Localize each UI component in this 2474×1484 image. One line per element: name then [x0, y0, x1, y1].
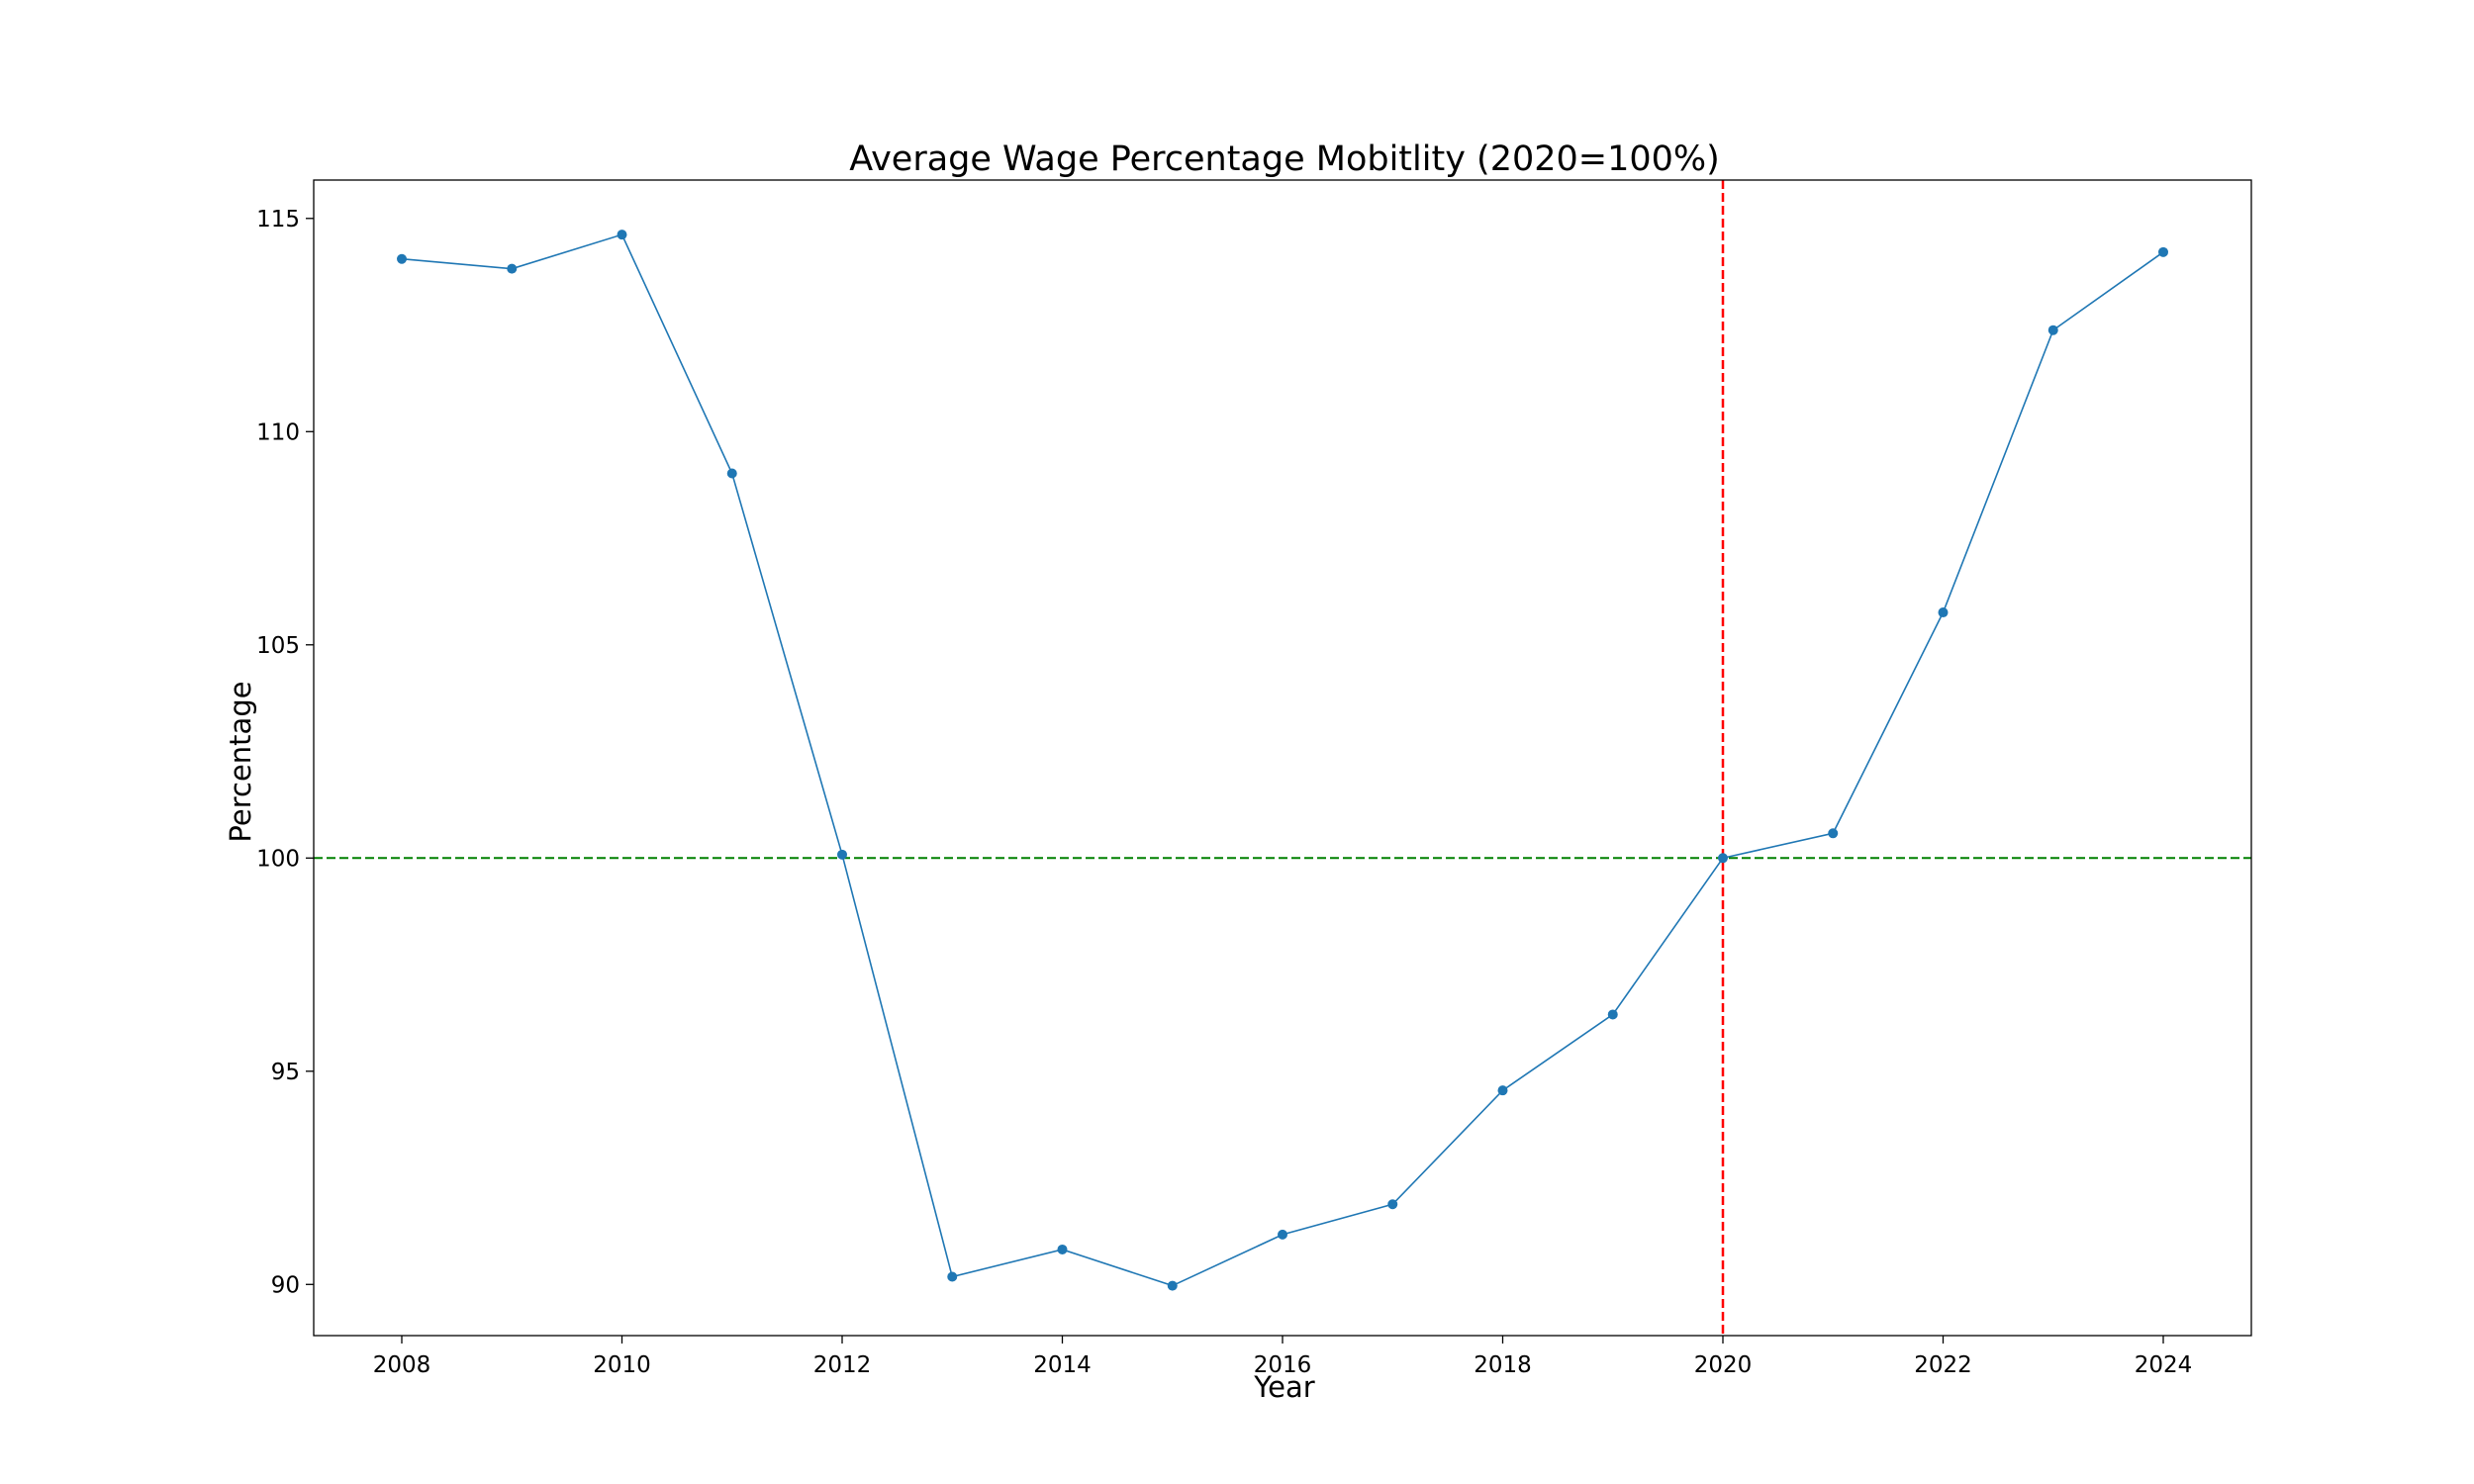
x-tick-label: 2008 — [373, 1352, 431, 1378]
y-tick-label: 100 — [256, 846, 300, 872]
data-point — [2047, 325, 2058, 335]
data-point — [617, 230, 627, 240]
x-tick-label: 2020 — [1694, 1352, 1753, 1378]
data-point — [1828, 828, 1839, 839]
data-point — [1057, 1244, 1068, 1254]
data-point — [726, 468, 737, 479]
y-tick-label: 90 — [271, 1272, 300, 1298]
y-tick-label: 95 — [271, 1060, 300, 1085]
data-point — [947, 1271, 958, 1282]
data-point — [1938, 607, 1949, 618]
data-point — [1387, 1199, 1398, 1210]
x-tick-label: 2014 — [1033, 1352, 1092, 1378]
plot-frame — [313, 179, 2252, 1337]
x-tick-label: 2016 — [1254, 1352, 1312, 1378]
data-point — [1607, 1009, 1618, 1020]
x-axis-label: Year — [1253, 1370, 1314, 1404]
x-tick-label: 2022 — [1914, 1352, 1972, 1378]
series-line — [401, 233, 2164, 1287]
y-tick-label: 110 — [256, 419, 300, 445]
data-point — [1497, 1085, 1508, 1096]
x-tick-label: 2012 — [813, 1352, 872, 1378]
data-point — [507, 263, 518, 274]
data-point — [1167, 1280, 1178, 1291]
data-point — [397, 253, 407, 264]
plot-area: 2008 2010 2012 2014 2016 2018 2020 2022 2024 90 95… — [256, 179, 2252, 1378]
x-tick-label: 2018 — [1474, 1352, 1532, 1378]
y-axis-label: Percentage — [224, 681, 257, 842]
data-point — [1278, 1229, 1287, 1240]
y-tick-label: 115 — [256, 207, 300, 232]
chart-title: Average Wage Percentage Mobitlity (2020=… — [849, 139, 1720, 179]
x-tick-label: 2010 — [593, 1352, 651, 1378]
data-point — [1718, 853, 1728, 864]
data-point — [2158, 246, 2168, 257]
data-point — [837, 849, 847, 860]
y-tick-label: 105 — [256, 633, 300, 659]
x-tick-label: 2024 — [2135, 1352, 2193, 1378]
